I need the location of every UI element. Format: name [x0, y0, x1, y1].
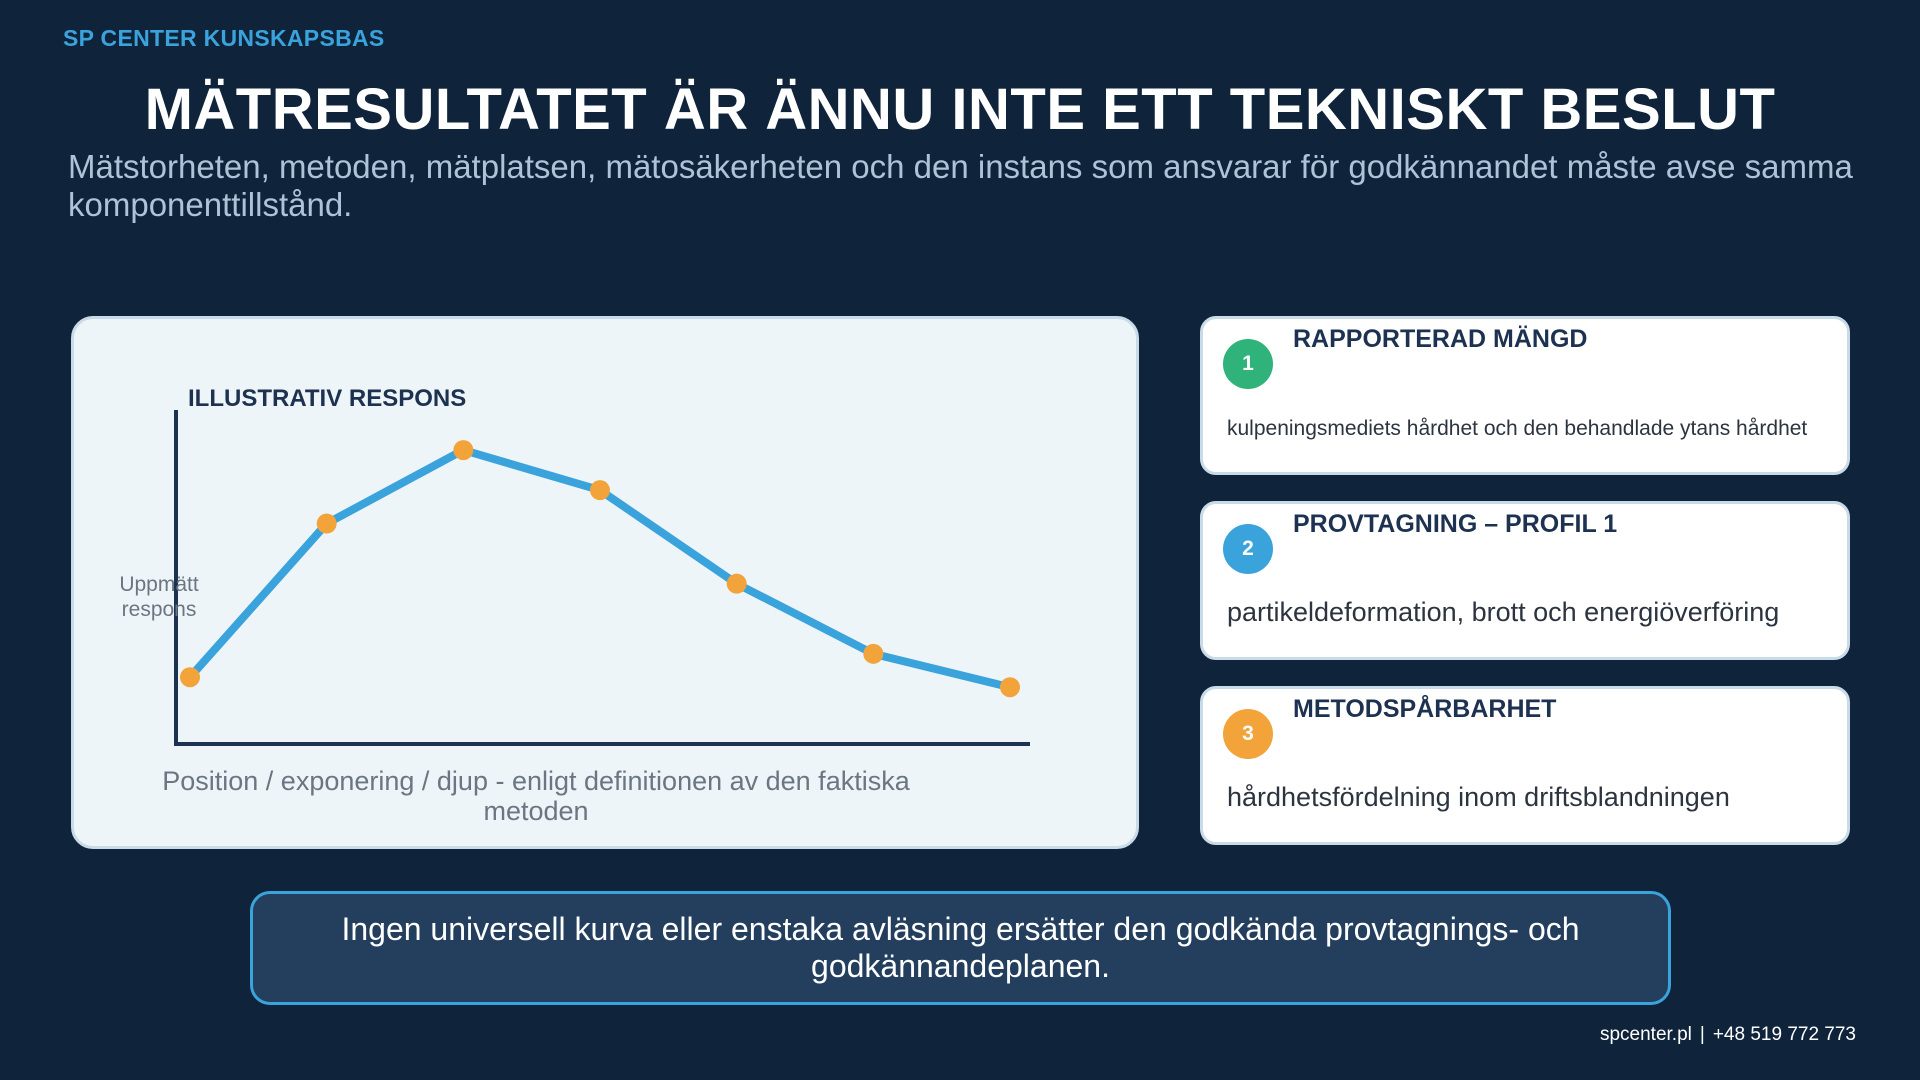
- info-card-3: 3 METODSPÅRBARHET hårdhetsfördelning ino…: [1200, 686, 1850, 845]
- card-number-badge: 2: [1223, 524, 1273, 574]
- data-point: [590, 480, 610, 501]
- info-card-2: 2 PROVTAGNING – PROFIL 1 partikeldeforma…: [1200, 501, 1850, 660]
- page-title: MÄTRESULTATET ÄR ÄNNU INTE ETT TEKNISKT …: [144, 77, 1776, 142]
- footer-phone: +48 519 772 773: [1712, 1024, 1856, 1045]
- x-axis-label: Position / exponering / djup - enligt de…: [162, 766, 910, 826]
- card-description: hårdhetsfördelning inom driftsblandninge…: [1227, 782, 1730, 812]
- card-title: PROVTAGNING – PROFIL 1: [1293, 510, 1618, 538]
- card-title: METODSPÅRBARHET: [1293, 695, 1557, 723]
- chart-title: ILLUSTRATIV RESPONS: [188, 385, 467, 412]
- brand-label: SP CENTER KUNSKAPSBAS: [63, 25, 385, 51]
- data-point: [863, 643, 884, 664]
- footer-website: spcenter.pl: [1599, 1024, 1692, 1045]
- data-point: [1000, 677, 1020, 698]
- page-subtitle: Mätstorheten, metoden, mätplatsen, mätos…: [68, 148, 1853, 223]
- card-title: RAPPORTERAD MÄNGD: [1293, 325, 1588, 353]
- banner-text: Ingen universell kurva eller enstaka avl…: [341, 911, 1580, 984]
- card-number-badge: 3: [1223, 709, 1273, 759]
- data-point: [726, 573, 747, 594]
- data-point: [453, 440, 474, 461]
- info-card-1: 1 RAPPORTERAD MÄNGD kulpeningsmediets hå…: [1200, 316, 1850, 475]
- card-number-badge: 1: [1223, 339, 1273, 389]
- data-point: [180, 667, 200, 688]
- data-point: [316, 513, 337, 534]
- conclusion-banner: Ingen universell kurva eller enstaka avl…: [250, 891, 1671, 1005]
- footer-separator: |: [1699, 1024, 1705, 1045]
- chart-panel: [71, 316, 1139, 849]
- footer-contact: spcenter.pl | +48 519 772 773: [1600, 1024, 1856, 1046]
- card-description: partikeldeformation, brott och energiöve…: [1227, 597, 1780, 627]
- card-description: kulpeningsmediets hårdhet och den behand…: [1227, 417, 1808, 440]
- y-axis-label: Uppmätt respons: [119, 573, 199, 621]
